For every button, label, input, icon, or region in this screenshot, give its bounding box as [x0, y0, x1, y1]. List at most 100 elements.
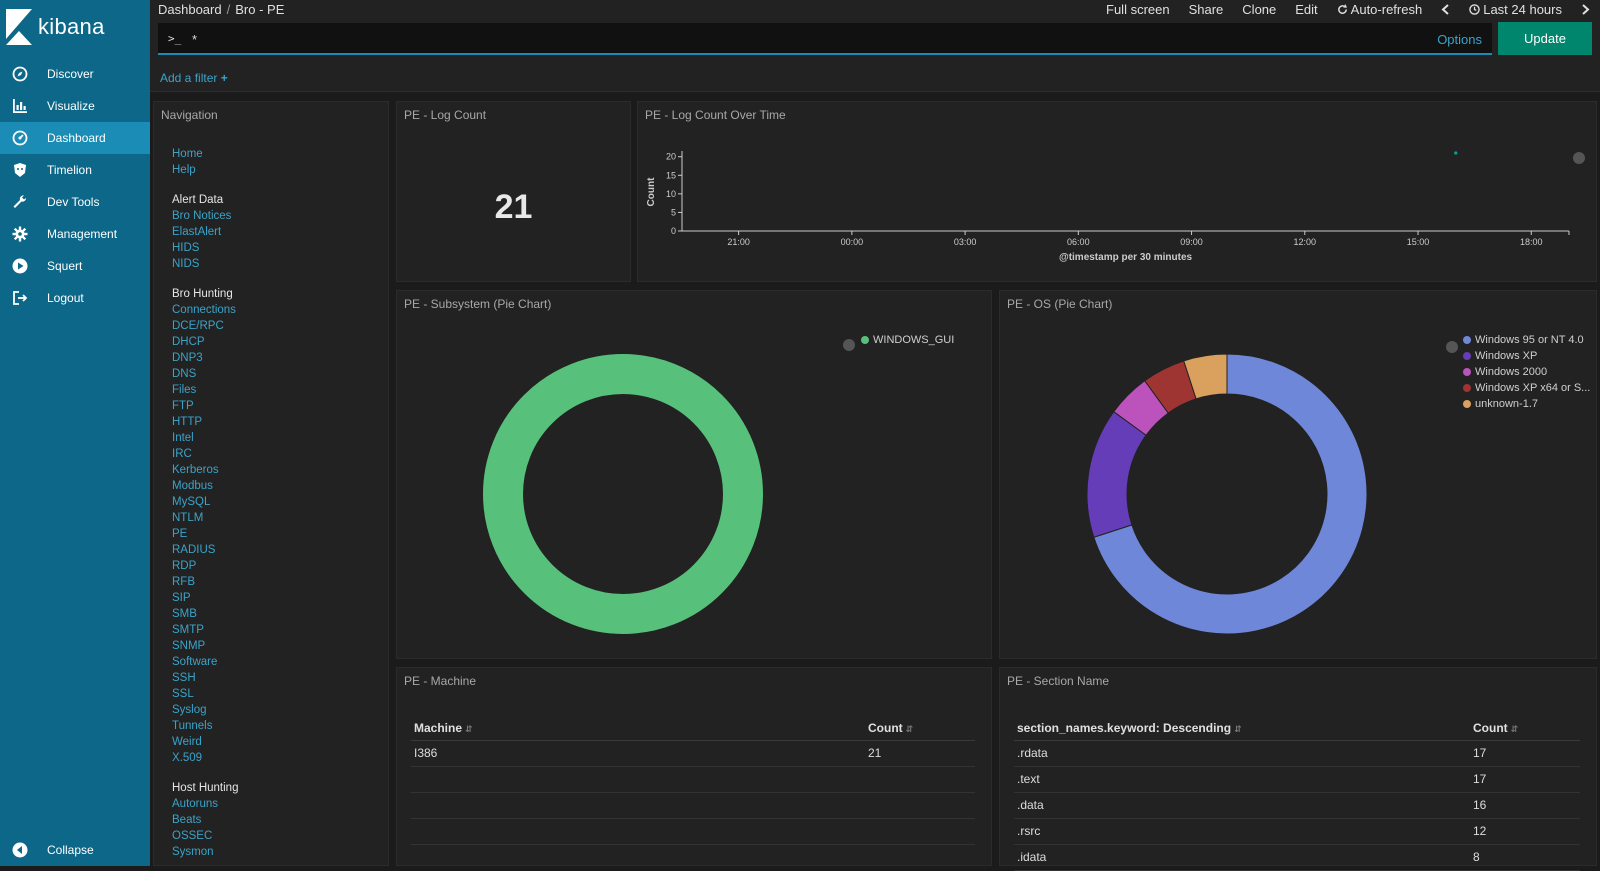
column-header[interactable]: section_names.keyword: Descending ⇵ [1014, 716, 1470, 741]
breadcrumb-current: Bro - PE [235, 2, 285, 17]
nav-link-ftp[interactable]: FTP [172, 400, 194, 412]
column-header[interactable]: Count ⇵ [1470, 716, 1580, 741]
nav-link-ntlm[interactable]: NTLM [172, 512, 204, 524]
nav-link-sysmon[interactable]: Sysmon [172, 846, 214, 858]
nav-link-nids[interactable]: NIDS [172, 258, 200, 270]
nav-link-syslog[interactable]: Syslog [172, 704, 207, 716]
nav-link-files[interactable]: Files [172, 384, 197, 396]
nav-link-rfb[interactable]: RFB [172, 576, 195, 588]
nav-link-kerberos[interactable]: Kerberos [172, 464, 219, 476]
sidebar-item-dashboard[interactable]: Dashboard [0, 122, 150, 154]
kibana-logo[interactable]: kibana [6, 8, 105, 46]
legend-toggle-icon[interactable] [843, 339, 855, 351]
nav-link-ssh[interactable]: SSH [172, 672, 196, 684]
nav-link-smtp[interactable]: SMTP [172, 624, 204, 636]
table-cell [865, 792, 975, 819]
collapse-button[interactable]: Collapse [0, 836, 150, 864]
nav-link-smb[interactable]: SMB [172, 608, 197, 620]
breadcrumb-dashboard[interactable]: Dashboard [158, 2, 222, 17]
nav-link-http[interactable]: HTTP [172, 416, 203, 428]
nav-link-software[interactable]: Software [172, 656, 218, 668]
time-back-button[interactable] [1441, 4, 1450, 15]
nav-group: Bro Hunting Connections DCE/RPC DHCP DNP3 DNS… [172, 286, 238, 766]
nav-link-intel[interactable]: Intel [172, 432, 194, 444]
legend-item[interactable]: Windows 2000 [1463, 364, 1590, 380]
sidebar-item-management[interactable]: Management [0, 218, 150, 250]
time-picker-button[interactable]: Last 24 hours [1469, 2, 1562, 17]
section-name-panel: PE - Section Name section_names.keyword:… [999, 667, 1597, 871]
time-forward-button[interactable] [1581, 4, 1590, 15]
query-prompt-icon: >_ [168, 32, 182, 45]
x-tick-label: 21:00 [727, 237, 750, 247]
data-point[interactable] [1454, 151, 1458, 155]
column-header[interactable]: Machine ⇵ [411, 716, 865, 741]
nav-link-ossec[interactable]: OSSEC [172, 830, 213, 842]
nav-link-mysql[interactable]: MySQL [172, 496, 211, 508]
nav-link-tunnels[interactable]: Tunnels [172, 720, 213, 732]
nav-link-hids[interactable]: HIDS [172, 242, 200, 254]
table-row: .idata 8 [1014, 844, 1580, 871]
nav-link-bro-notices[interactable]: Bro Notices [172, 210, 232, 222]
table-header-row: Machine ⇵ Count ⇵ [411, 716, 975, 741]
sidebar-item-logout[interactable]: Logout [0, 282, 150, 314]
nav-link-connections[interactable]: Connections [172, 304, 236, 316]
nav-group-heading: Bro Hunting [172, 288, 233, 300]
nav-link-modbus[interactable]: Modbus [172, 480, 213, 492]
pie-slice-unknown-1-7[interactable] [1183, 353, 1228, 400]
legend-color-dot [1463, 352, 1471, 360]
legend-item[interactable]: WINDOWS_GUI [861, 332, 954, 348]
panel-title: PE - Log Count [404, 108, 487, 122]
y-tick-label: 20 [666, 152, 676, 162]
nav-link-weird[interactable]: Weird [172, 736, 202, 748]
pie-slice-windows-95-or-nt-4-0[interactable] [1093, 353, 1368, 635]
nav-link-dns[interactable]: DNS [172, 368, 197, 380]
query-options-link[interactable]: Options [1437, 32, 1482, 47]
legend-item[interactable]: Windows XP x64 or S... [1463, 380, 1590, 396]
nav-link-dhcp[interactable]: DHCP [172, 336, 205, 348]
refresh-icon [1337, 4, 1347, 14]
edit-button[interactable]: Edit [1295, 2, 1318, 17]
nav-link-beats[interactable]: Beats [172, 814, 202, 826]
nav-link-autoruns[interactable]: Autoruns [172, 798, 219, 810]
nav-link-help[interactable]: Help [172, 164, 196, 176]
legend-item[interactable]: unknown-1.7 [1463, 396, 1590, 412]
sidebar-item-squert[interactable]: Squert [0, 250, 150, 282]
machine-table: Machine ⇵ Count ⇵ I386 21 [411, 716, 975, 845]
nav-link-elastalert[interactable]: ElastAlert [172, 226, 222, 238]
legend-toggle-icon[interactable] [1446, 341, 1458, 353]
sidebar-item-timelion[interactable]: Timelion [0, 154, 150, 186]
share-button[interactable]: Share [1188, 2, 1224, 17]
update-button[interactable]: Update [1498, 22, 1592, 55]
clone-button[interactable]: Clone [1242, 2, 1277, 17]
nav-link-sip[interactable]: SIP [172, 592, 191, 604]
pie-slice[interactable] [483, 354, 763, 634]
column-header[interactable]: Count ⇵ [865, 716, 975, 741]
pie-slice-windows-xp[interactable] [1086, 411, 1147, 538]
x-tick-label: 15:00 [1407, 237, 1430, 247]
time-range-label: Last 24 hours [1483, 2, 1562, 17]
legend-item[interactable]: Windows 95 or NT 4.0 [1463, 332, 1590, 348]
full-screen-button[interactable]: Full screen [1106, 2, 1170, 17]
nav-link-rdp[interactable]: RDP [172, 560, 197, 572]
sidebar-item-visualize[interactable]: Visualize [0, 90, 150, 122]
nav-link-dnp3[interactable]: DNP3 [172, 352, 203, 364]
nav-link-ssl[interactable]: SSL [172, 688, 194, 700]
nav-link-irc[interactable]: IRC [172, 448, 192, 460]
nav-link-home[interactable]: Home [172, 148, 203, 160]
nav-link-pe[interactable]: PE [172, 528, 188, 540]
table-cell: .rdata [1014, 740, 1470, 767]
query-input[interactable] [192, 27, 1392, 51]
nav-link-dce-rpc[interactable]: DCE/RPC [172, 320, 224, 332]
sidebar-item-discover[interactable]: Discover [0, 58, 150, 90]
dashboard-icon [12, 130, 28, 146]
sidebar-item-dev-tools[interactable]: Dev Tools [0, 186, 150, 218]
nav-link-x-509[interactable]: X.509 [172, 752, 203, 764]
y-tick-label: 0 [671, 226, 676, 236]
table-cell [411, 818, 865, 845]
legend-item[interactable]: Windows XP [1463, 348, 1590, 364]
auto-refresh-button[interactable]: Auto-refresh [1337, 2, 1422, 17]
legend-toggle-icon[interactable] [1573, 152, 1585, 164]
nav-link-radius[interactable]: RADIUS [172, 544, 216, 556]
add-filter-link[interactable]: Add a filter + [160, 71, 228, 85]
nav-link-snmp[interactable]: SNMP [172, 640, 206, 652]
